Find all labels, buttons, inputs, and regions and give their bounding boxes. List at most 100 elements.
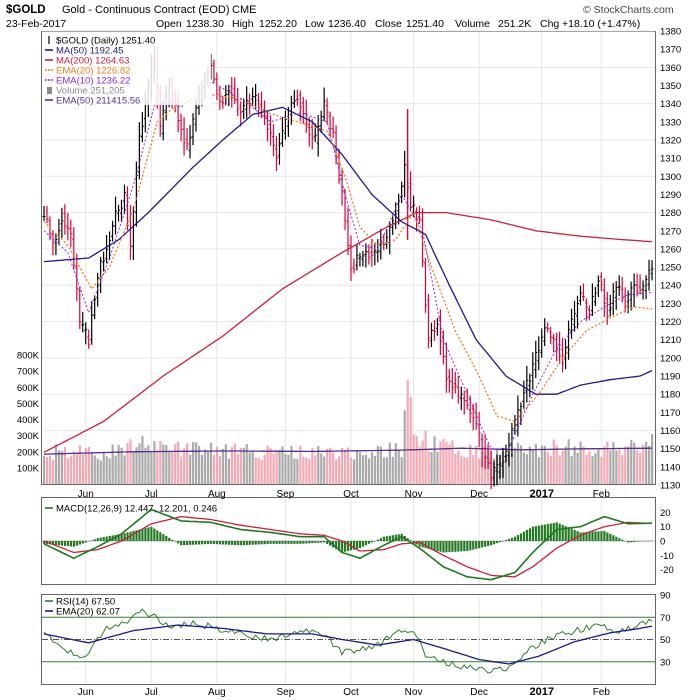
volume-bar xyxy=(260,459,263,484)
volume-bar xyxy=(478,458,481,484)
month-label-bottom: Feb xyxy=(593,687,611,698)
macd-histogram-bar xyxy=(376,539,380,541)
volume-bar xyxy=(344,449,347,484)
macd-histogram-bar xyxy=(90,540,93,541)
volume-bar xyxy=(433,436,436,484)
volume-bar xyxy=(144,447,147,484)
macd-histogram-bar xyxy=(379,538,382,541)
volume-bar xyxy=(84,448,87,484)
volume-label: Volume xyxy=(455,18,490,30)
macd-histogram-bar xyxy=(293,541,296,544)
volume-bar xyxy=(603,446,606,484)
macd-histogram-bar xyxy=(418,541,421,547)
macd-histogram-bar xyxy=(513,536,517,541)
volume-bar xyxy=(355,450,359,484)
volume-bar xyxy=(531,449,534,484)
volume-bar xyxy=(287,454,290,484)
macd-histogram-bar xyxy=(105,536,108,541)
volume-bar xyxy=(314,455,317,484)
month-label-top: Aug xyxy=(208,489,226,500)
macd-tick-label: 20 xyxy=(660,508,671,519)
volume-tick-label: 100K xyxy=(17,463,40,474)
volume-bar xyxy=(630,439,633,484)
volume-bar xyxy=(147,445,150,484)
volume-bar xyxy=(382,457,385,484)
macd-histogram-bar xyxy=(510,537,514,541)
volume-bar xyxy=(451,440,454,484)
macd-histogram-bar xyxy=(195,541,198,545)
price-tick-label: 1300 xyxy=(660,172,681,183)
rsi-tick-label: 90 xyxy=(660,591,671,602)
volume-bar xyxy=(186,443,189,484)
macd-histogram-bar xyxy=(412,541,415,543)
volume-bar xyxy=(484,455,487,484)
price-tick-label: 1330 xyxy=(660,117,681,128)
volume-bar xyxy=(99,460,102,484)
macd-histogram-bar xyxy=(317,541,320,543)
volume-bar xyxy=(418,446,421,484)
volume-bar xyxy=(525,454,529,484)
ma200-line xyxy=(43,211,653,453)
volume-bar xyxy=(367,458,371,484)
macd-histogram-bar xyxy=(624,541,627,542)
macd-histogram-bar xyxy=(174,541,177,542)
macd-histogram-bar xyxy=(606,532,609,541)
month-label-top: Jul xyxy=(145,489,158,500)
month-label-bottom: Oct xyxy=(343,687,359,698)
macd-histogram-bar xyxy=(594,531,597,541)
volume-bar xyxy=(224,444,228,484)
volume-bar xyxy=(165,445,168,484)
low-value: 1236.40 xyxy=(328,18,366,30)
volume-bar xyxy=(469,444,472,484)
macd-histogram-bar xyxy=(615,536,618,541)
macd-histogram-bar xyxy=(457,541,460,552)
volume-bar xyxy=(284,453,287,484)
macd-histogram-bar xyxy=(254,541,257,545)
macd-histogram-bar xyxy=(159,532,162,541)
volume-bar xyxy=(609,450,612,484)
price-tick-label: 1240 xyxy=(660,281,681,292)
macd-histogram-bar xyxy=(561,524,564,541)
volume-value: 251.2K xyxy=(498,18,531,30)
macd-histogram-bar xyxy=(504,539,508,541)
volume-bar xyxy=(606,441,609,484)
price-tick-label: 1130 xyxy=(660,481,680,492)
volume-bar xyxy=(153,441,156,484)
volume-bar xyxy=(221,449,225,484)
month-label-top: Dec xyxy=(470,489,488,500)
month-label-bottom: Nov xyxy=(405,687,423,698)
rsi-tick-label: 70 xyxy=(660,613,671,624)
macd-histogram-bar xyxy=(150,526,153,541)
macd-histogram-bar xyxy=(162,534,165,541)
macd-histogram-bar xyxy=(630,541,633,543)
macd-histogram-bar xyxy=(260,541,263,545)
macd-histogram-bar xyxy=(373,541,377,542)
macd-histogram-bar xyxy=(651,540,654,542)
rsi-line xyxy=(43,608,653,674)
macd-histogram-bar xyxy=(567,527,570,541)
volume-bar xyxy=(424,430,427,484)
macd-histogram-bar xyxy=(564,526,567,541)
volume-bar xyxy=(311,448,314,484)
volume-bar xyxy=(543,445,546,484)
volume-bar xyxy=(576,452,579,484)
macd-histogram-bar xyxy=(335,541,338,550)
volume-bar xyxy=(272,453,275,484)
macd-histogram-bar xyxy=(102,537,105,541)
volume-bar xyxy=(96,458,99,484)
macd-histogram-bar xyxy=(296,541,299,544)
macd-histogram-bar xyxy=(591,531,594,541)
volume-bar xyxy=(320,453,323,484)
volume-bar xyxy=(567,439,570,484)
volume-bar xyxy=(534,444,537,484)
volume-bar xyxy=(585,454,588,484)
volume-bar xyxy=(120,447,123,484)
rsi-tick-label: 50 xyxy=(660,635,671,646)
macd-histogram-bar xyxy=(484,541,487,547)
volume-bar xyxy=(338,456,341,484)
month-label-bottom: Aug xyxy=(208,687,226,698)
macd-histogram-bar xyxy=(126,532,129,541)
volume-bar xyxy=(448,444,451,484)
macd-histogram-bar xyxy=(108,535,111,541)
macd-histogram-bar xyxy=(251,541,254,545)
